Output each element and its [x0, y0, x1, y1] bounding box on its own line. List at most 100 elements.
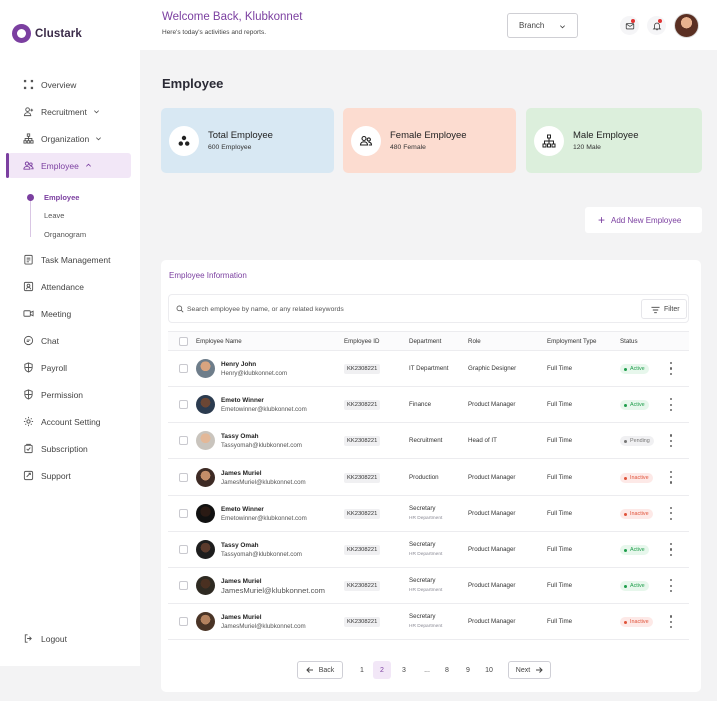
user-avatar[interactable]: [674, 13, 699, 38]
logo[interactable]: Clustark: [12, 24, 82, 43]
employee-table-card: Employee Information Filter Employee Nam…: [161, 260, 701, 692]
filter-button[interactable]: Filter: [641, 299, 687, 319]
notification-button[interactable]: [647, 16, 666, 35]
logo-icon: [12, 24, 31, 43]
more-options-icon[interactable]: [670, 398, 673, 412]
back-button[interactable]: Back: [297, 661, 343, 679]
stat-count: 600 Employee: [208, 144, 252, 151]
page-button[interactable]: 9: [466, 666, 470, 674]
sidebar-item-employee[interactable]: Employee: [6, 153, 131, 178]
row-checkbox[interactable]: [179, 508, 188, 518]
table-row[interactable]: Tassy Omah Tassyomah@klubkonnet.com KK2308…: [168, 532, 689, 568]
sidebar: Clustark Overview Recruitment Organization…: [0, 0, 140, 666]
plus-icon: +: [598, 213, 606, 227]
table-row[interactable]: Henry John Henry@klubkonnet.com KK2308221 I…: [168, 351, 689, 387]
page-button[interactable]: 8: [445, 666, 449, 674]
more-options-icon[interactable]: [670, 434, 673, 448]
row-checkbox[interactable]: [179, 545, 188, 554]
table-row[interactable]: James Muriel JamesMuriel@klubkonnet.com KK…: [168, 604, 689, 641]
employee-department: Secretary: [409, 577, 436, 585]
employee-email: JamesMuriel@klubkonnet.com: [221, 478, 306, 486]
sidebar-item-account-setting[interactable]: Account Setting: [8, 409, 131, 434]
grid-icon: [23, 79, 34, 90]
mail-button[interactable]: [620, 16, 639, 35]
subnav-item-employee[interactable]: Employee: [44, 193, 80, 202]
arrow-right-icon: [536, 667, 543, 673]
sidebar-item-support[interactable]: Support: [8, 463, 131, 488]
sidebar-item-permission[interactable]: Permission: [8, 382, 131, 407]
subnav-item-organogram[interactable]: Organogram: [44, 230, 87, 239]
column-header-name[interactable]: Employee Name: [196, 338, 242, 345]
row-checkbox[interactable]: [179, 617, 188, 627]
table-row[interactable]: James Muriel JamesMuriel@klubkonnet.com KK…: [168, 568, 689, 605]
stat-card-total[interactable]: Total Employee 600 Employee: [161, 108, 334, 173]
logout-button[interactable]: Logout: [8, 626, 131, 651]
arrow-left-icon: [306, 667, 313, 673]
stat-card-male[interactable]: Male Employee 120 Male: [526, 108, 702, 173]
subnav-line: [30, 197, 31, 237]
employee-email: JamesMuriel@klubkonnet.com: [221, 623, 306, 631]
sidebar-item-label: Account Setting: [41, 416, 101, 427]
add-employee-button[interactable]: + Add New Employee: [585, 207, 702, 233]
app-name: Clustark: [35, 27, 82, 40]
more-options-icon[interactable]: [670, 579, 673, 593]
employment-type: Full Time: [547, 365, 573, 372]
next-button[interactable]: Next: [508, 661, 551, 679]
sidebar-item-label: Subscription: [41, 443, 88, 454]
sidebar-item-overview[interactable]: Overview: [8, 72, 131, 97]
table-row[interactable]: Emeto Winner Emetowinner@klubkonnet.com KK…: [168, 387, 689, 424]
filter-icon: [651, 306, 660, 314]
subnav-active-dot: [27, 194, 34, 201]
page-button[interactable]: 10: [485, 666, 493, 674]
sidebar-item-recruitment[interactable]: Recruitment: [8, 99, 131, 124]
sidebar-item-meeting[interactable]: Meeting: [8, 301, 131, 326]
search-input[interactable]: [187, 301, 617, 317]
select-all-checkbox[interactable]: [179, 337, 188, 346]
page-ellipsis: ...: [424, 666, 430, 674]
shield-icon: [23, 362, 34, 373]
more-options-icon[interactable]: [670, 615, 673, 629]
column-header-role[interactable]: Role: [468, 338, 481, 345]
more-options-icon[interactable]: [670, 506, 673, 520]
row-checkbox[interactable]: [179, 581, 188, 591]
page-button[interactable]: 2: [373, 661, 391, 679]
employment-type: Full Time: [547, 582, 573, 590]
row-checkbox[interactable]: [179, 436, 188, 446]
subnav-item-leave[interactable]: Leave: [44, 211, 65, 220]
shield-check-icon: [23, 389, 34, 400]
table-row[interactable]: Emeto Winner Emetowinner@klubkonnet.com KK…: [168, 496, 689, 532]
back-label: Back: [318, 666, 335, 674]
sidebar-item-subscription[interactable]: Subscription: [8, 436, 131, 461]
column-header-status[interactable]: Status: [620, 338, 638, 345]
employee-name: Tassy Omah: [221, 433, 259, 441]
status-badge: Inactive: [620, 472, 653, 483]
sidebar-item-attendance[interactable]: Attendance: [8, 274, 131, 299]
employee-department: IT Department: [409, 365, 449, 372]
row-checkbox[interactable]: [179, 400, 188, 410]
sidebar-item-organization[interactable]: Organization: [8, 126, 131, 151]
row-checkbox[interactable]: [179, 364, 188, 373]
column-header-id[interactable]: Employee ID: [344, 338, 380, 345]
employee-department: Secretary: [409, 613, 436, 621]
branch-select[interactable]: Branch: [507, 13, 578, 38]
employee-id: KK2308221: [344, 617, 381, 628]
table-row[interactable]: Tassy Omah Tassyomah@klubkonnet.com KK2308…: [168, 423, 689, 460]
sidebar-item-chat[interactable]: Chat: [8, 328, 131, 353]
table-row[interactable]: James Muriel JamesMuriel@klubkonnet.com KK…: [168, 460, 689, 496]
more-options-icon[interactable]: [670, 362, 673, 375]
page-button[interactable]: 3: [402, 666, 406, 674]
page-button[interactable]: 1: [360, 666, 364, 674]
stat-card-female[interactable]: Female Employee 480 Female: [343, 108, 516, 173]
mail-icon: [625, 22, 634, 29]
more-options-icon[interactable]: [670, 470, 673, 484]
employee-email: Tassyomah@klubkonnet.com: [221, 551, 302, 558]
column-header-department[interactable]: Department: [409, 338, 442, 345]
more-options-icon[interactable]: [670, 543, 673, 556]
sidebar-item-label: Support: [41, 470, 71, 481]
sidebar-item-task-management[interactable]: Task Management: [8, 247, 131, 272]
employee-role: Product Manager: [468, 401, 516, 409]
column-header-employment-type[interactable]: Employment Type: [547, 338, 597, 345]
sidebar-item-payroll[interactable]: Payroll: [8, 355, 131, 380]
row-checkbox[interactable]: [179, 472, 188, 482]
employee-role: Product Manager: [468, 546, 516, 553]
